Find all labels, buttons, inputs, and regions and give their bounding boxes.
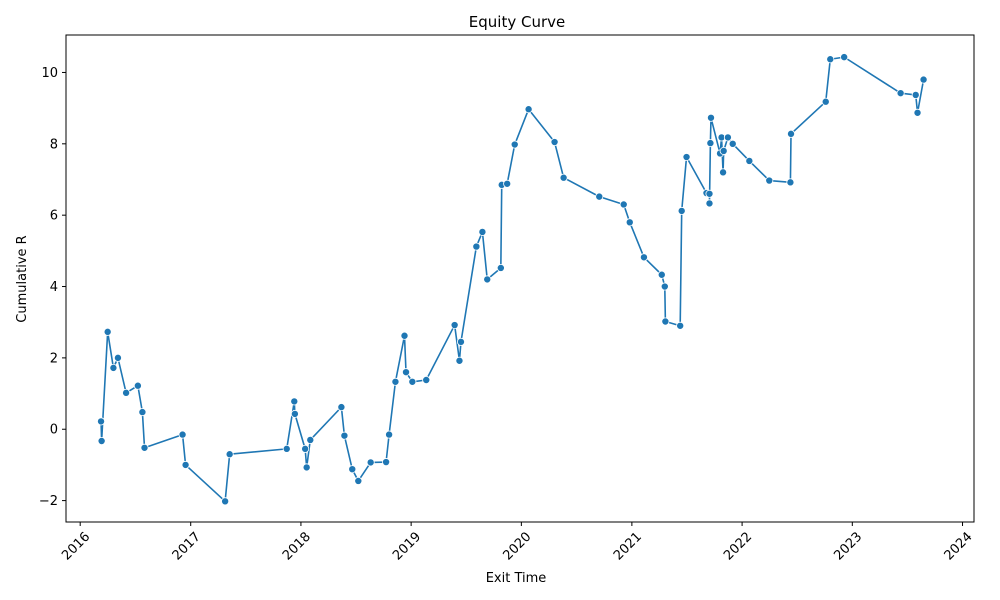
data-point (122, 388, 131, 397)
data-point (896, 89, 905, 98)
series-line (100, 56, 925, 503)
data-point (97, 417, 106, 426)
y-tick-label: 6 (50, 209, 58, 224)
data-point (113, 353, 122, 362)
data-point (787, 129, 796, 138)
data-point (765, 176, 774, 185)
data-point (503, 179, 512, 188)
data-point (719, 146, 728, 155)
data-point (400, 331, 409, 340)
data-point (660, 282, 669, 291)
data-point (510, 140, 519, 149)
data-point (385, 430, 394, 439)
data-point (301, 444, 310, 453)
data-point (639, 253, 648, 262)
data-point (408, 377, 417, 386)
data-point (550, 138, 559, 147)
y-tick-label: 10 (41, 66, 58, 81)
data-point (821, 97, 830, 106)
data-point (728, 139, 737, 148)
data-point (478, 227, 487, 236)
data-point (706, 113, 715, 122)
data-point (706, 139, 715, 148)
data-point (225, 450, 234, 459)
data-point (496, 263, 505, 272)
y-axis: −2 0 2 4 6 8 10 (39, 66, 66, 509)
data-point (366, 458, 375, 467)
y-tick-label: 8 (50, 137, 58, 152)
chart-title: Equity Curve (469, 13, 565, 31)
data-point (178, 430, 187, 439)
data-point (348, 465, 357, 474)
data-point (455, 356, 464, 365)
data-point (913, 108, 922, 117)
data-point (657, 270, 666, 279)
data-point (472, 242, 481, 251)
plot-area (97, 53, 928, 506)
data-point (140, 443, 149, 452)
data-point (290, 409, 299, 418)
data-point (354, 476, 363, 485)
data-point (719, 168, 728, 177)
y-tick-label: −2 (39, 494, 58, 509)
data-point (282, 444, 291, 453)
data-point (524, 105, 533, 114)
data-point (450, 321, 459, 330)
x-axis-title: Exit Time (486, 571, 547, 586)
data-point (661, 317, 670, 326)
data-point (786, 178, 795, 187)
data-point (306, 435, 315, 444)
data-point (133, 381, 142, 390)
data-point (483, 275, 492, 284)
data-point (676, 321, 685, 330)
axes-frame (65, 34, 975, 523)
data-point (745, 156, 754, 165)
data-point (705, 189, 714, 198)
y-tick-label: 2 (50, 351, 58, 366)
data-point (723, 133, 732, 142)
data-point (826, 55, 835, 64)
y-tick-label: 4 (50, 280, 58, 295)
data-point (456, 337, 465, 346)
data-point (919, 75, 928, 84)
data-point (138, 408, 147, 417)
data-point (705, 199, 714, 208)
data-point (422, 375, 431, 384)
data-point (677, 206, 686, 215)
data-point (109, 363, 118, 372)
data-point (682, 153, 691, 162)
data-point (181, 460, 190, 469)
data-point (97, 437, 106, 446)
y-tick-label: 0 (50, 423, 58, 438)
y-axis-title: Cumulative R (15, 235, 30, 322)
data-point (221, 497, 230, 506)
data-point (382, 458, 391, 467)
data-point (340, 431, 349, 440)
data-point (911, 90, 920, 99)
data-point (337, 403, 346, 412)
data-point (559, 173, 568, 182)
data-point (625, 218, 634, 227)
data-point (619, 200, 628, 209)
data-point (402, 368, 411, 377)
data-point (302, 463, 311, 472)
data-point (595, 192, 604, 201)
data-point (840, 53, 849, 62)
data-point (391, 377, 400, 386)
data-point (103, 327, 112, 336)
data-point (290, 397, 299, 406)
